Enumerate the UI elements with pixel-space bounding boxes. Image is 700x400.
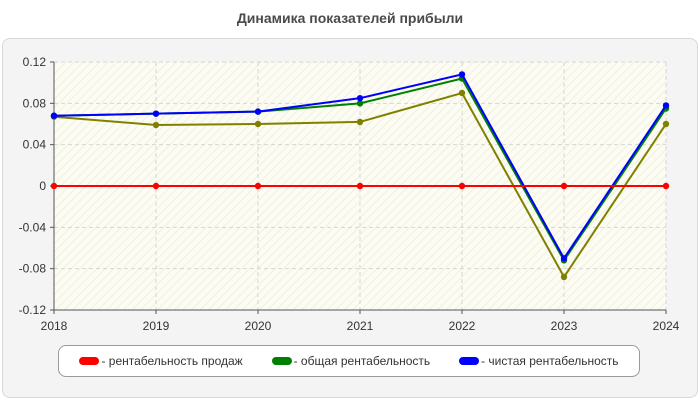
data-point-series-2 [254,108,262,115]
data-point-series-0 [662,182,670,190]
data-point-series-2 [458,71,466,78]
data-point-series-0 [254,182,262,190]
data-point-series-3 [662,120,670,128]
legend-label: - рентабельность продаж [101,354,243,368]
series-lines [50,71,670,281]
legend-label: - чистая рентабельность [481,354,619,368]
legend-swatch-red [79,357,100,365]
x-tick-label: 2019 [143,319,170,333]
y-tick-label: -0.04 [19,220,47,234]
y-tick-label: -0.12 [19,303,47,317]
data-point-series-3 [458,89,466,97]
y-tick-label: 0 [39,179,46,193]
data-point-series-0 [50,182,58,190]
data-point-series-0 [152,182,160,190]
data-point-series-2 [152,110,160,117]
y-tick-label: 0.04 [23,138,47,152]
data-point-series-3 [152,121,160,129]
x-tick-label: 2018 [41,319,68,333]
y-tick-label: 0.08 [23,96,47,110]
data-point-series-2 [560,255,568,262]
x-tick-label: 2020 [245,319,272,333]
data-point-series-2 [50,112,58,119]
legend-item-sales[interactable]: - рентабельность продаж [79,354,243,368]
legend-swatch-green [271,357,292,365]
data-point-series-2 [356,94,364,102]
x-tick-label: 2022 [449,319,476,333]
legend-item-total[interactable]: - общая рентабельность [271,354,431,368]
legend-item-net[interactable]: - чистая рентабельность [459,354,619,368]
data-point-series-0 [560,182,568,190]
x-tick-label: 2023 [551,319,578,333]
y-tick-label: -0.08 [19,262,47,276]
legend-swatch-blue [459,357,480,365]
data-point-series-3 [356,118,364,126]
x-tick-label: 2021 [347,319,374,333]
x-tick-label: 2024 [653,319,680,333]
y-tick-label: 0.12 [23,55,47,69]
data-point-series-1 [356,100,364,107]
chart-legend: - рентабельность продаж - общая рентабел… [58,345,640,377]
data-point-series-0 [458,182,466,190]
data-point-series-3 [254,120,262,128]
data-point-series-0 [356,182,364,190]
chart-title: Динамика показателей прибыли [236,10,464,26]
data-point-series-2 [662,102,670,109]
data-point-series-3 [560,273,568,281]
legend-label: - общая рентабельность [293,354,431,368]
tick-labels: 0.12 0.08 0.04 0 -0.04 -0.08 -0.12 2018 2019 2020… [19,55,680,333]
